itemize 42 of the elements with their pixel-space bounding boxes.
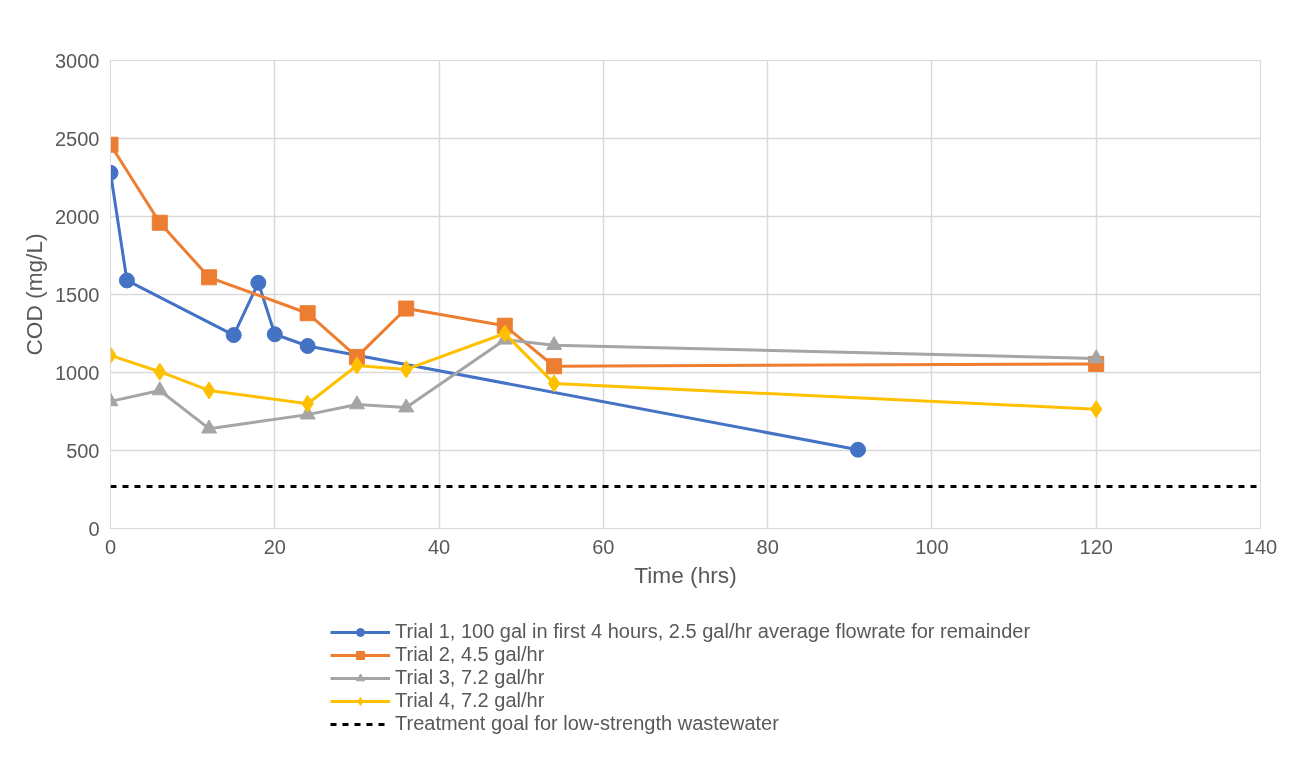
point — [1088, 349, 1105, 364]
legend-label: Trial 1, 100 gal in first 4 hours, 2.5 gal/hr average flowrate for remainder — [395, 620, 1031, 643]
point — [350, 356, 364, 375]
point — [266, 326, 283, 343]
x-tick-label: 40 — [427, 535, 451, 558]
point — [151, 214, 168, 231]
point — [546, 358, 563, 375]
y-axis-title: COD (mg/L) — [21, 233, 48, 356]
point — [546, 336, 563, 351]
x-tick-label: 140 — [1243, 535, 1278, 558]
point — [299, 337, 316, 354]
legend-label: Trial 3, 7.2 gal/hr — [395, 666, 545, 689]
y-tick-label: 3000 — [55, 49, 100, 72]
y-tick-label: 1000 — [55, 361, 100, 384]
y-tick-label: 1500 — [55, 283, 100, 306]
legend-label: Treatment goal for low-strength wastewater — [395, 712, 779, 735]
point — [118, 272, 135, 289]
x-axis-title: Time (hrs) — [634, 561, 737, 588]
y-tick-label: 500 — [66, 439, 100, 462]
point — [201, 269, 218, 286]
point — [547, 374, 561, 393]
x-tick-label: 120 — [1079, 535, 1113, 558]
y-tick-label: 2500 — [55, 127, 100, 150]
x-tick-label: 20 — [263, 535, 286, 558]
point — [850, 441, 866, 458]
point — [398, 398, 415, 413]
point — [225, 327, 242, 344]
x-tick-label: 100 — [915, 535, 949, 558]
point — [398, 300, 415, 317]
point — [201, 419, 218, 434]
legend-label: Trial 2, 4.5 gal/hr — [395, 643, 545, 666]
legend-label: Trial 4, 7.2 gal/hr — [395, 689, 545, 712]
x-tick-label: 0 — [104, 535, 117, 558]
y-tick-label: 2000 — [55, 205, 100, 228]
point — [202, 381, 216, 400]
point — [250, 274, 267, 291]
x-tick-label: 60 — [592, 535, 615, 558]
point — [348, 395, 365, 410]
y-tick-label: 0 — [88, 517, 100, 540]
point — [151, 381, 168, 396]
x-tick-label: 80 — [756, 535, 779, 558]
point — [299, 305, 316, 322]
